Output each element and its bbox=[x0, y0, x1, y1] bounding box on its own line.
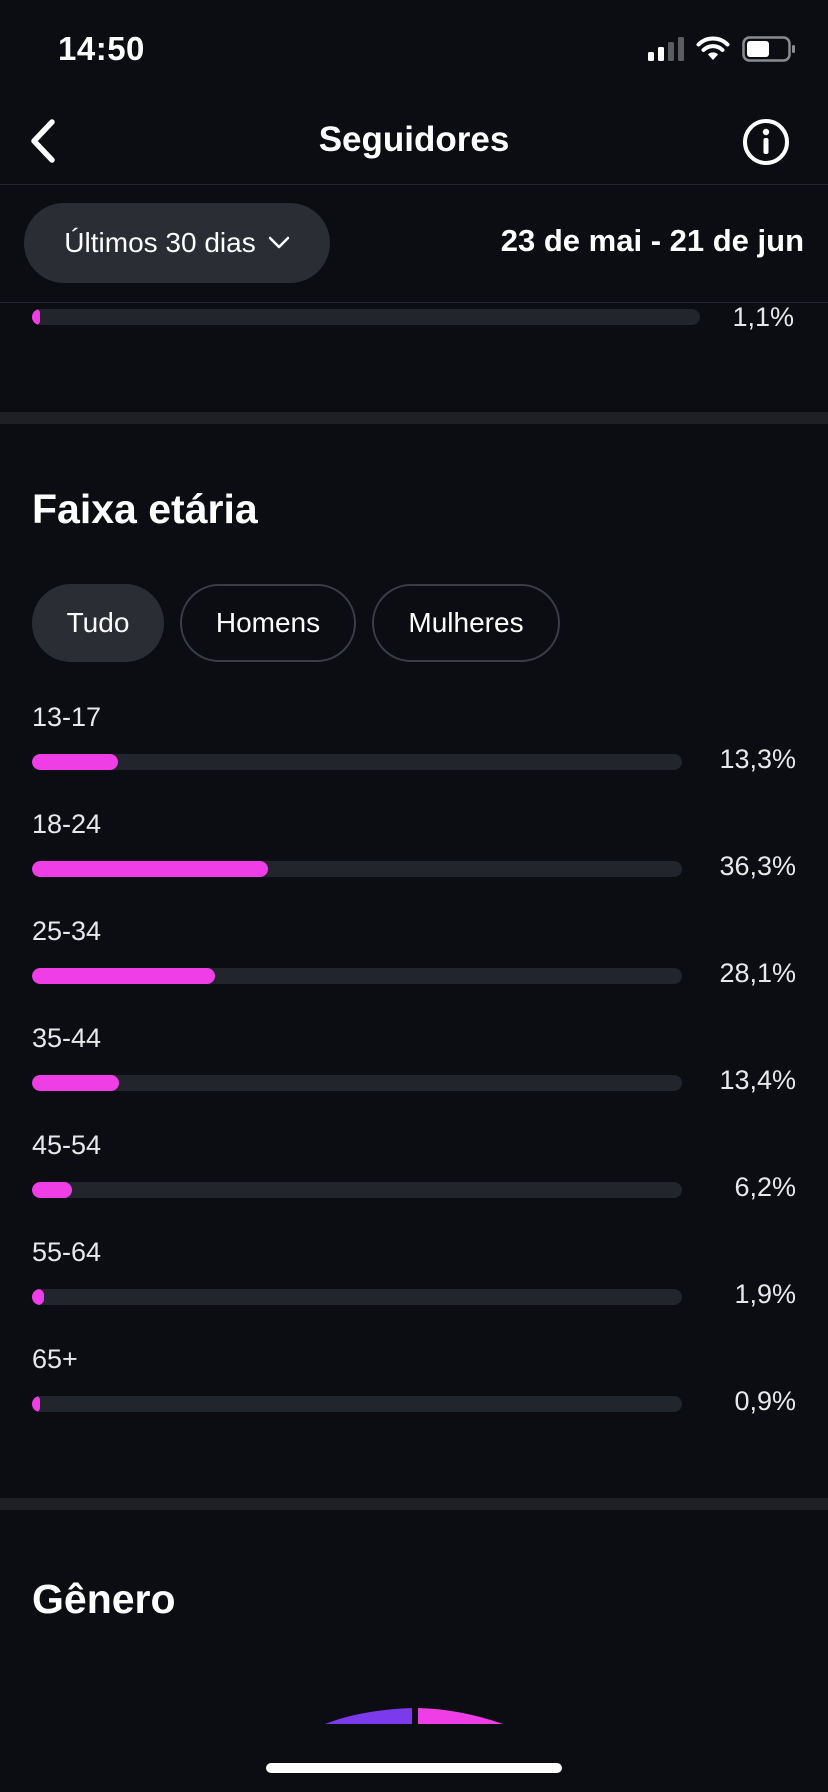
age-section-title: Faixa etária bbox=[32, 486, 258, 532]
age-row-25-34: 25-34 28,1% bbox=[32, 914, 796, 1021]
age-row-45-54: 45-54 6,2% bbox=[32, 1128, 796, 1235]
gender-filter-tabs: Tudo Homens Mulheres bbox=[32, 584, 560, 662]
bar-fill bbox=[32, 1182, 73, 1198]
age-label: 25-34 bbox=[32, 916, 102, 946]
tab-tudo[interactable]: Tudo bbox=[32, 584, 164, 662]
age-row-18-24: 18-24 36,3% bbox=[32, 807, 796, 914]
nav-bar: Seguidores bbox=[0, 100, 828, 185]
age-label: 13-17 bbox=[32, 702, 102, 732]
battery-icon bbox=[742, 36, 795, 62]
bar-fill bbox=[32, 861, 268, 877]
tab-homens[interactable]: Homens bbox=[180, 584, 356, 662]
gender-section-title: Gênero bbox=[32, 1576, 176, 1622]
info-button[interactable] bbox=[738, 114, 794, 170]
date-range: 23 de mai - 21 de jun bbox=[500, 223, 804, 258]
age-row-35-44: 35-44 13,4% bbox=[32, 1021, 796, 1128]
back-button[interactable] bbox=[20, 114, 64, 168]
age-row-13-17: 13-17 13,3% bbox=[32, 700, 796, 807]
bar-fill bbox=[32, 754, 119, 770]
age-row-55-64: 55-64 1,9% bbox=[32, 1235, 796, 1342]
gender-donut-chart bbox=[325, 1708, 503, 1724]
bar-track bbox=[32, 968, 682, 984]
period-dropdown[interactable]: Últimos 30 dias bbox=[24, 203, 330, 283]
age-percent: 6,2% bbox=[734, 1172, 796, 1202]
period-dropdown-label: Últimos 30 dias bbox=[64, 227, 256, 258]
chevron-left-icon bbox=[31, 119, 55, 163]
status-bar: 14:50 bbox=[0, 0, 828, 100]
bar-track bbox=[32, 1075, 682, 1091]
age-label: 45-54 bbox=[32, 1130, 102, 1160]
previous-section-bar-row: 1,1% bbox=[32, 302, 802, 356]
info-circle-icon bbox=[743, 119, 789, 165]
age-row-65-plus: 65+ 0,9% bbox=[32, 1342, 796, 1449]
bar-fill bbox=[32, 1075, 120, 1091]
bar-percent: 1,1% bbox=[732, 302, 794, 332]
bar-fill bbox=[32, 1289, 45, 1305]
bar-fill bbox=[32, 309, 41, 325]
age-label: 18-24 bbox=[32, 809, 102, 839]
home-indicator[interactable] bbox=[266, 1763, 562, 1773]
gender-segment-primary bbox=[325, 1708, 412, 1724]
age-percent: 13,4% bbox=[719, 1065, 796, 1095]
bar-track bbox=[32, 1182, 682, 1198]
bar-track bbox=[32, 754, 682, 770]
age-percent: 28,1% bbox=[719, 958, 796, 988]
age-distribution-list: 13-17 13,3% 18-24 36,3% 25-34 28,1% 35-4… bbox=[32, 700, 796, 1449]
age-percent: 1,9% bbox=[734, 1279, 796, 1309]
section-divider bbox=[0, 1498, 828, 1510]
bar-track bbox=[32, 1289, 682, 1305]
wifi-icon bbox=[696, 36, 730, 60]
page-title: Seguidores bbox=[318, 120, 510, 159]
age-label: 55-64 bbox=[32, 1237, 102, 1267]
bar-track bbox=[32, 861, 682, 877]
tab-mulheres[interactable]: Mulheres bbox=[372, 584, 560, 662]
age-label: 35-44 bbox=[32, 1023, 102, 1053]
age-percent: 0,9% bbox=[734, 1386, 796, 1416]
filter-bar: Últimos 30 dias 23 de mai - 21 de jun bbox=[0, 185, 828, 303]
bar-track bbox=[32, 1396, 682, 1412]
status-icons bbox=[648, 36, 796, 62]
age-label: 65+ bbox=[32, 1344, 78, 1374]
age-percent: 13,3% bbox=[719, 744, 796, 774]
age-percent: 36,3% bbox=[719, 851, 796, 881]
section-divider bbox=[0, 412, 828, 424]
bar-track bbox=[32, 309, 700, 325]
cellular-signal-icon bbox=[648, 37, 684, 61]
bar-fill bbox=[32, 1396, 40, 1412]
bar-fill bbox=[32, 968, 215, 984]
gender-segment-secondary bbox=[418, 1708, 503, 1724]
chevron-down-icon bbox=[268, 236, 289, 249]
status-time: 14:50 bbox=[58, 30, 145, 67]
